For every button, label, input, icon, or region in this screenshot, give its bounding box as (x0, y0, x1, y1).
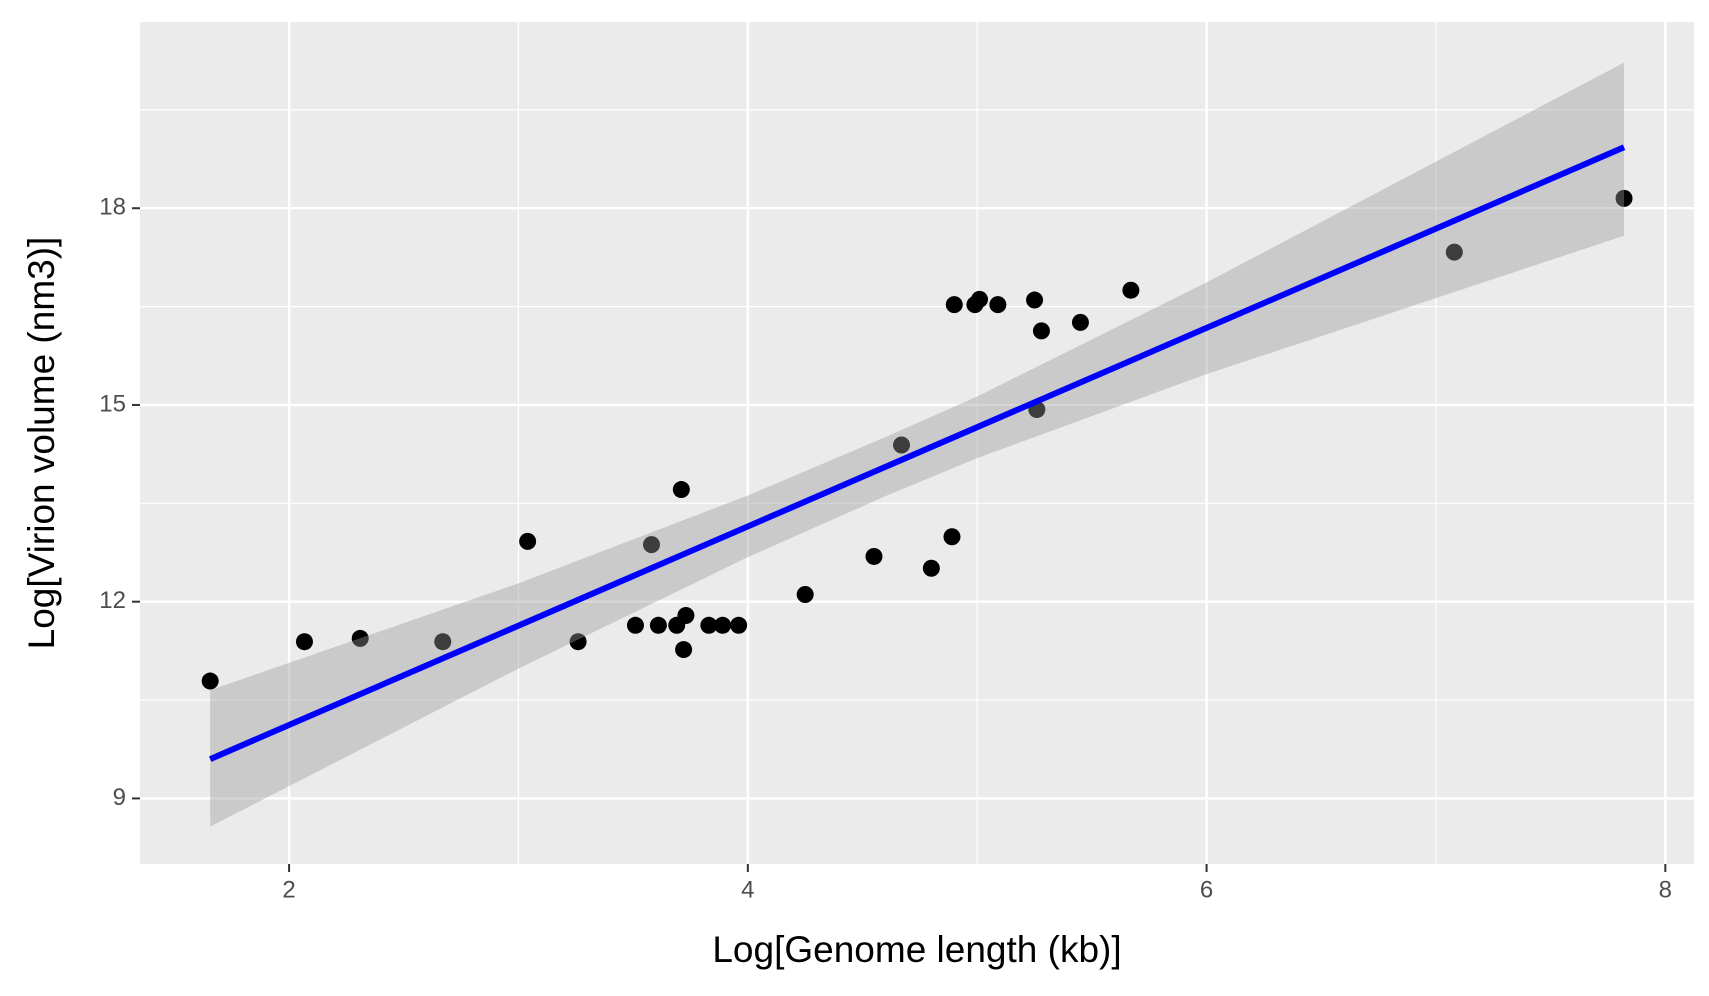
point (971, 290, 989, 308)
point (295, 633, 313, 651)
point (649, 616, 667, 634)
point (893, 436, 911, 454)
point (1615, 189, 1633, 207)
point (1445, 243, 1463, 261)
point (201, 672, 219, 690)
x-tick-label: 2 (282, 876, 295, 903)
point (714, 616, 732, 634)
point (677, 606, 695, 624)
point (943, 528, 961, 546)
point (569, 633, 587, 651)
point (643, 536, 661, 554)
point (1071, 313, 1089, 331)
point (672, 481, 690, 499)
point (922, 559, 940, 577)
point (730, 616, 748, 634)
y-axis-title: Log[Virion volume (nm3)] (21, 237, 62, 650)
x-tick-label: 4 (741, 876, 754, 903)
y-tick-label: 12 (99, 587, 126, 614)
point (351, 629, 369, 647)
point (796, 585, 814, 603)
x-tick-label: 8 (1659, 876, 1672, 903)
x-axis-title: Log[Genome length (kb)] (712, 929, 1121, 970)
point (434, 633, 452, 651)
point (675, 641, 693, 659)
point (700, 616, 718, 634)
point (1026, 291, 1044, 309)
point (989, 296, 1007, 314)
point (626, 616, 644, 634)
point (1122, 281, 1140, 299)
x-tick-label: 6 (1200, 876, 1213, 903)
y-tick-label: 18 (99, 194, 126, 221)
point (519, 532, 537, 550)
point (1032, 322, 1050, 340)
confidence-band (210, 62, 1625, 827)
fit-line (208, 144, 1626, 762)
y-tick-label: 15 (99, 390, 126, 417)
point (865, 547, 883, 565)
y-tick-label: 9 (113, 784, 126, 811)
panel-background (140, 22, 1694, 864)
point (945, 296, 963, 314)
